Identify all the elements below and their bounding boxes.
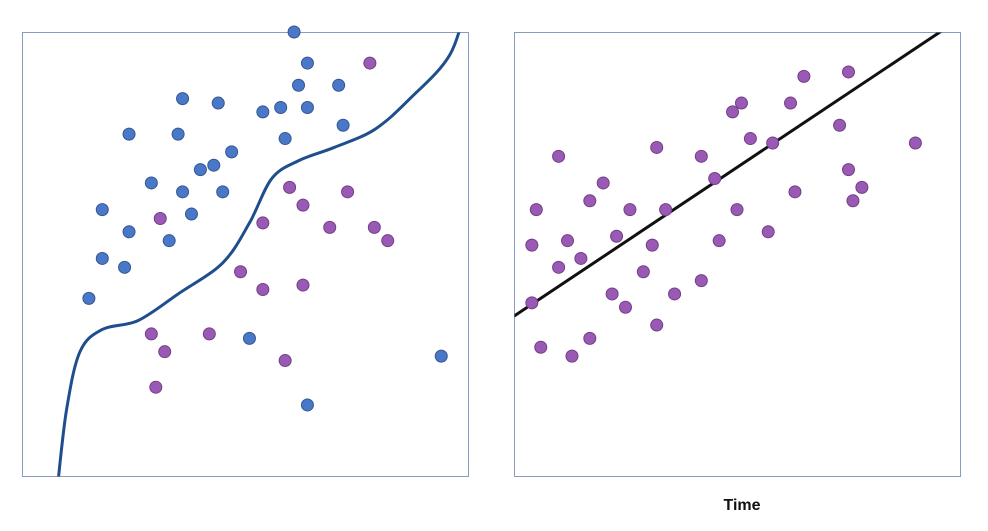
classification-scatter-panel xyxy=(22,25,469,477)
left-series-1-point xyxy=(363,56,377,70)
right-series-0-point xyxy=(636,265,650,279)
left-series-0-point xyxy=(332,78,346,92)
right-series-0-point xyxy=(694,274,708,288)
right-series-0-point xyxy=(908,136,922,150)
left-series-1-point xyxy=(341,185,355,199)
right-series-0-point xyxy=(525,238,539,252)
right-series-0-point xyxy=(734,96,748,110)
left-series-0-point xyxy=(211,96,225,110)
left-series-0-point xyxy=(122,225,136,239)
left-series-0-point xyxy=(122,127,136,141)
right-series-0-point xyxy=(650,140,664,154)
right-x-axis-label: Time xyxy=(723,497,760,514)
left-series-0-point xyxy=(176,185,190,199)
left-plot-frame xyxy=(22,32,469,477)
left-series-0-point xyxy=(300,56,314,70)
right-series-0-point xyxy=(726,105,740,119)
left-series-0-point xyxy=(82,291,96,305)
left-series-1-point xyxy=(367,220,381,234)
left-series-0-point xyxy=(225,145,239,159)
left-series-1-point xyxy=(202,327,216,341)
right-series-0-point xyxy=(712,234,726,248)
right-series-0-point xyxy=(623,203,637,217)
left-series-0-point xyxy=(336,118,350,132)
left-series-1-point xyxy=(149,380,163,394)
left-series-0-point xyxy=(162,234,176,248)
left-series-0-point xyxy=(278,132,292,146)
left-series-0-point xyxy=(118,260,132,274)
left-series-1-point xyxy=(381,234,395,248)
left-series-0-point xyxy=(434,349,448,363)
left-series-0-point xyxy=(95,251,109,265)
right-series-0-point xyxy=(534,340,548,354)
left-series-1-point xyxy=(283,180,297,194)
left-series-1-point xyxy=(234,265,248,279)
left-series-1-point xyxy=(256,283,270,297)
right-series-0-point xyxy=(529,203,543,217)
right-series-0-point xyxy=(659,203,673,217)
left-series-0-point xyxy=(207,158,221,172)
right-series-0-point xyxy=(645,238,659,252)
right-series-0-point xyxy=(730,203,744,217)
right-series-0-point xyxy=(583,331,597,345)
left-series-0-point xyxy=(193,163,207,177)
right-series-0-point xyxy=(766,136,780,150)
left-series-1-point xyxy=(296,278,310,292)
left-series-0-point xyxy=(256,105,270,119)
regression-scatter-panel xyxy=(514,32,961,477)
left-series-1-point xyxy=(158,345,172,359)
right-series-0-point xyxy=(842,65,855,79)
right-series-0-point xyxy=(583,194,597,208)
right-series-0-point xyxy=(565,349,579,363)
left-series-0-point xyxy=(171,127,185,141)
right-series-0-point xyxy=(833,118,847,132)
left-series-1-point xyxy=(323,220,337,234)
right-series-0-point xyxy=(668,287,682,301)
left-series-0-point xyxy=(184,207,198,221)
right-series-0-point xyxy=(525,296,539,310)
left-series-1-point xyxy=(296,198,310,212)
left-series-0-point xyxy=(292,78,306,92)
right-series-0-point xyxy=(619,300,632,314)
right-series-0-point xyxy=(694,149,708,163)
right-series-0-point xyxy=(855,180,869,194)
left-series-1-point xyxy=(153,211,167,225)
left-series-1-point xyxy=(256,216,270,230)
right-series-0-point xyxy=(842,163,855,177)
regression-trend-line xyxy=(514,32,942,318)
decision-boundary-curve xyxy=(57,32,461,477)
left-series-0-point xyxy=(95,203,109,217)
right-series-0-point xyxy=(708,172,722,186)
right-series-0-point xyxy=(650,318,664,332)
right-series-0-point xyxy=(552,260,566,274)
left-series-0-point xyxy=(216,185,230,199)
right-series-0-point xyxy=(610,229,624,243)
left-series-0-point xyxy=(300,100,314,114)
left-series-0-point xyxy=(242,331,256,345)
left-series-0-point xyxy=(274,100,288,114)
right-series-0-point xyxy=(846,194,860,208)
right-series-0-point xyxy=(574,251,588,265)
left-series-0-point xyxy=(144,176,158,190)
right-series-0-point xyxy=(788,185,802,199)
right-series-0-point xyxy=(561,234,575,248)
left-series-0-point xyxy=(176,92,190,106)
left-series-0-point xyxy=(287,25,301,39)
right-series-0-point xyxy=(784,96,798,110)
right-series-0-point xyxy=(761,225,775,239)
right-series-0-point xyxy=(552,149,566,163)
right-series-0-point xyxy=(596,176,610,190)
left-series-0-point xyxy=(300,398,314,412)
right-series-0-point xyxy=(605,287,619,301)
right-series-0-point xyxy=(743,132,757,146)
left-series-1-point xyxy=(144,327,158,341)
left-series-1-point xyxy=(278,354,292,368)
right-series-0-point xyxy=(797,69,811,83)
